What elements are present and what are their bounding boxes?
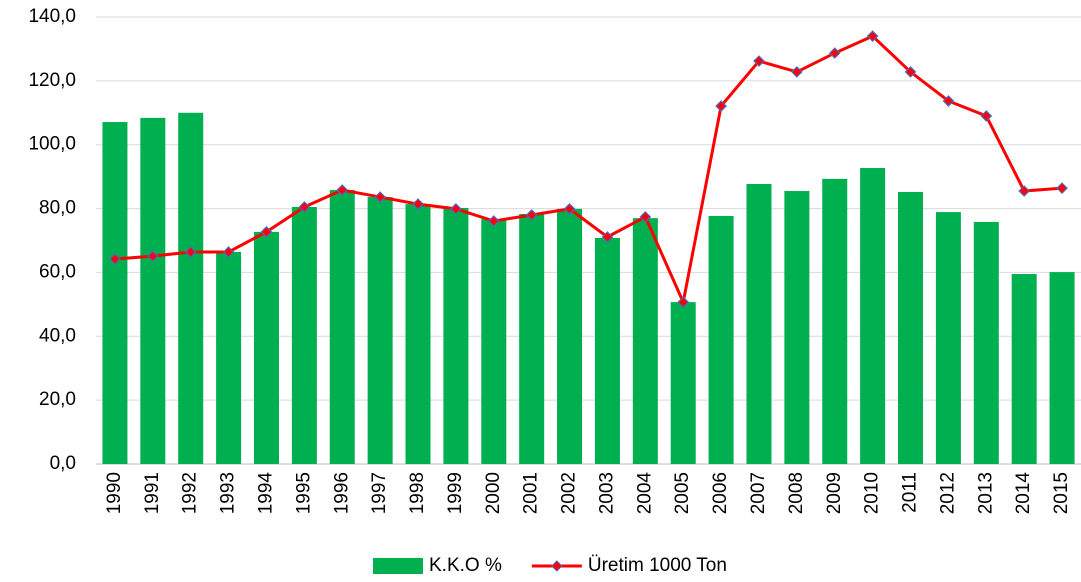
marker <box>601 231 614 243</box>
line <box>114 34 1063 308</box>
bar <box>443 207 469 464</box>
marker <box>980 110 993 122</box>
bar <box>746 183 772 464</box>
bar <box>632 218 658 464</box>
marker <box>374 191 386 203</box>
marker <box>904 66 917 78</box>
y-tick-label: 0,0 <box>50 453 76 474</box>
marker <box>412 198 424 210</box>
x-tick-label: 2000 <box>483 472 504 514</box>
x-tick-label: 2012 <box>937 472 958 514</box>
bar <box>291 206 317 464</box>
marker <box>222 246 235 258</box>
marker <box>109 253 121 265</box>
bar <box>973 221 999 464</box>
bar <box>102 122 128 465</box>
legend-label: K.K.O % <box>429 555 502 576</box>
x-tick-label: 1995 <box>293 472 314 514</box>
bar <box>935 212 961 464</box>
marker <box>753 55 765 67</box>
bar <box>405 204 431 464</box>
marker <box>1018 185 1031 197</box>
marker <box>487 215 500 227</box>
bar <box>140 117 166 464</box>
bar <box>557 208 583 464</box>
bar <box>253 231 279 464</box>
marker <box>715 100 727 112</box>
bar <box>481 219 507 464</box>
x-tick-label: 2001 <box>521 472 542 514</box>
marker <box>828 47 841 59</box>
x-tick-label: 2002 <box>559 472 580 514</box>
x-tick-label: 1993 <box>218 472 239 514</box>
x-tick-label: 1990 <box>104 472 125 514</box>
bar <box>860 168 886 464</box>
legend-label: Üretim 1000 Ton <box>588 555 727 576</box>
y-tick-label: 120,0 <box>28 70 76 91</box>
bar <box>329 190 355 464</box>
marker <box>639 211 652 223</box>
marker <box>866 30 879 43</box>
x-tick-label: 2014 <box>1013 472 1034 515</box>
bar <box>367 197 393 464</box>
x-tick-label: 2013 <box>975 472 996 514</box>
marker <box>260 226 273 238</box>
bar <box>519 213 545 464</box>
bar <box>822 178 848 464</box>
bar <box>216 251 242 464</box>
x-tick-label: 1992 <box>180 472 201 514</box>
y-tick-label: 80,0 <box>39 198 76 219</box>
bar <box>1011 274 1037 464</box>
x-tick-label: 2009 <box>824 472 845 514</box>
marker <box>450 203 462 215</box>
x-tick-label: 2004 <box>634 472 655 515</box>
x-tick-label: 1996 <box>331 472 352 514</box>
legend-marker <box>551 560 563 572</box>
marker <box>1056 182 1068 194</box>
x-tick-label: 1999 <box>445 472 466 514</box>
marker <box>336 184 349 196</box>
bar <box>784 191 810 464</box>
bar <box>708 215 734 464</box>
marker <box>146 250 159 262</box>
x-tick-label: 2003 <box>596 472 617 514</box>
bar <box>670 302 696 464</box>
bar <box>1049 272 1075 464</box>
x-tick-label: 1991 <box>142 472 163 514</box>
x-tick-label: 1997 <box>369 472 390 514</box>
bar <box>898 191 924 464</box>
y-tick-label: 40,0 <box>39 325 76 346</box>
marker <box>298 201 311 213</box>
x-tick-label: 2005 <box>672 472 693 514</box>
marker <box>791 66 803 78</box>
x-tick-label: 2008 <box>786 472 807 514</box>
marker <box>563 203 576 215</box>
y-tick-label: 60,0 <box>39 261 76 282</box>
x-tick-label: 1998 <box>407 472 428 514</box>
x-tick-label: 2011 <box>900 472 921 513</box>
bar <box>594 237 620 464</box>
x-tick-label: 2010 <box>862 472 883 514</box>
marker <box>942 95 955 107</box>
legend-swatch <box>373 558 423 574</box>
marker <box>525 209 538 221</box>
marker <box>184 246 197 258</box>
x-tick-label: 1994 <box>255 472 276 515</box>
bar <box>178 112 204 465</box>
y-tick-label: 20,0 <box>39 389 76 410</box>
y-tick-label: 140,0 <box>28 6 76 27</box>
x-tick-label: 2007 <box>748 472 769 514</box>
x-tick-label: 2006 <box>710 472 731 514</box>
x-tick-label: 2015 <box>1051 472 1072 514</box>
marker <box>677 296 690 308</box>
y-tick-label: 100,0 <box>28 134 76 155</box>
